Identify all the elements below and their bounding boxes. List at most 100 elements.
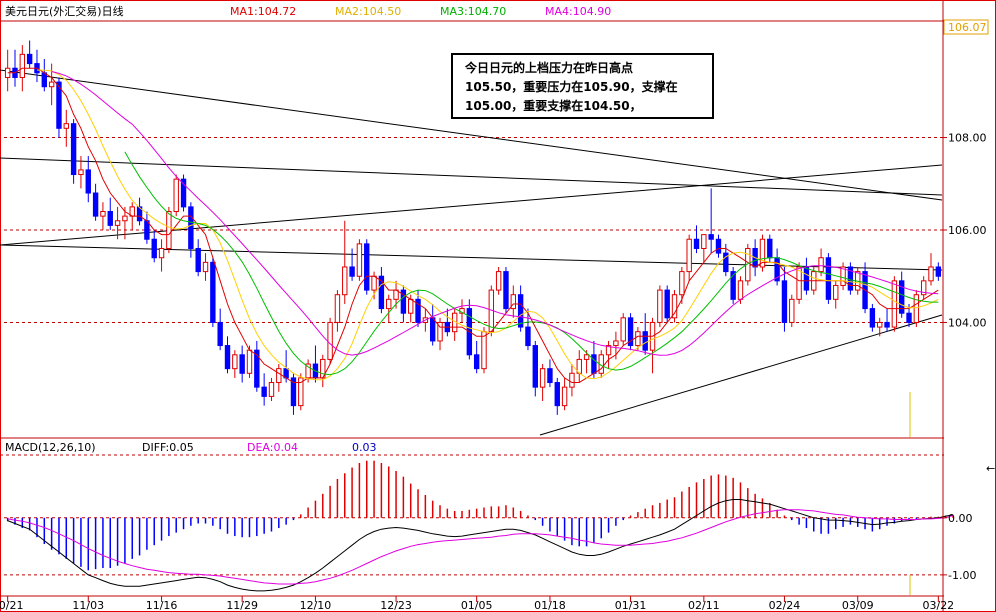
x-tick-label: 01/31 bbox=[615, 599, 647, 612]
trend-line bbox=[539, 314, 943, 436]
candle-body bbox=[642, 331, 648, 351]
y-tick-label: 106.00 bbox=[948, 224, 987, 237]
x-tick-label: 02/11 bbox=[688, 599, 720, 612]
y-tick-label: 104.00 bbox=[948, 316, 987, 329]
macd-value-label: 0.03 bbox=[352, 441, 377, 454]
candle-body bbox=[268, 382, 275, 397]
candle-body bbox=[840, 266, 846, 286]
candle-body bbox=[803, 266, 810, 291]
x-tick-label: 01/05 bbox=[461, 599, 493, 612]
ma1-line bbox=[7, 67, 939, 383]
candle-body bbox=[92, 192, 99, 217]
candle-body bbox=[202, 261, 209, 273]
macd-panel bbox=[6, 460, 954, 592]
candle-body bbox=[63, 123, 69, 129]
candle-body bbox=[737, 280, 744, 300]
dea-line bbox=[7, 509, 954, 585]
candle-body bbox=[591, 354, 597, 374]
x-tick-label: 11/16 bbox=[146, 599, 178, 612]
candle-body bbox=[114, 220, 121, 226]
candle-body bbox=[334, 294, 341, 323]
candle-body bbox=[920, 280, 927, 296]
candle-body bbox=[928, 266, 934, 282]
candle-body bbox=[400, 289, 407, 314]
candle-body bbox=[298, 377, 304, 407]
candle-body bbox=[356, 243, 363, 277]
candle-body bbox=[503, 271, 509, 310]
candle-body bbox=[473, 354, 480, 370]
chart-title: 美元日元(外汇交易)日线 bbox=[5, 4, 124, 18]
candle-body bbox=[158, 247, 165, 259]
candle-body bbox=[85, 169, 91, 194]
ma2-line bbox=[37, 69, 939, 381]
candle-body bbox=[48, 81, 55, 88]
candle-body bbox=[224, 345, 231, 370]
candle-body bbox=[627, 317, 634, 347]
candle-body bbox=[166, 211, 172, 249]
candle-body bbox=[825, 257, 832, 300]
candle-body bbox=[525, 326, 531, 347]
candle-body bbox=[759, 238, 766, 268]
cursor-arrow-icon: ← bbox=[986, 462, 995, 475]
last-price-box bbox=[943, 19, 989, 35]
candle-body bbox=[715, 238, 722, 254]
candle-body bbox=[891, 280, 898, 328]
candle-body bbox=[254, 349, 260, 388]
candle-body bbox=[877, 321, 883, 328]
candle-body bbox=[679, 271, 685, 296]
x-tick-label: 11/03 bbox=[72, 599, 104, 612]
candle-body bbox=[796, 266, 802, 300]
x-tick-label: 10/21 bbox=[0, 599, 24, 612]
candle-body bbox=[767, 238, 773, 259]
candle-body bbox=[671, 294, 678, 319]
candle-body bbox=[378, 275, 385, 310]
candle-body bbox=[708, 234, 714, 240]
candle-body bbox=[78, 169, 84, 176]
candle-body bbox=[100, 211, 106, 217]
candle-body bbox=[935, 266, 942, 277]
candle-body bbox=[56, 81, 62, 129]
last-price-label: 106.07 bbox=[948, 21, 987, 34]
x-tick-label: 03/22 bbox=[922, 599, 954, 612]
dea-label: DEA:0.04 bbox=[247, 441, 298, 454]
candle-body bbox=[19, 53, 26, 78]
candle-body bbox=[495, 271, 502, 291]
macd-title: MACD(12,26,10) bbox=[5, 441, 96, 454]
candle-body bbox=[210, 261, 216, 323]
candle-body bbox=[561, 386, 568, 407]
candle-body bbox=[239, 354, 245, 374]
candle-body bbox=[342, 266, 348, 296]
candle-body bbox=[657, 289, 663, 323]
candle-body bbox=[151, 238, 157, 259]
candle-body bbox=[261, 386, 267, 397]
candle-body bbox=[613, 340, 619, 347]
candle-body bbox=[246, 349, 253, 374]
diff-label: DIFF:0.05 bbox=[142, 441, 194, 454]
macd-y-tick-label: -1.00 bbox=[948, 569, 976, 582]
candle-body bbox=[730, 271, 736, 300]
grid-lines bbox=[4, 137, 942, 576]
candle-body bbox=[371, 275, 377, 291]
candle-body bbox=[364, 243, 370, 291]
chart-labels: 美元日元(外汇交易)日线 MA1:104.72 MA2:104.50 MA3:104.… bbox=[5, 4, 611, 454]
candle-body bbox=[107, 211, 113, 226]
candle-body bbox=[173, 178, 179, 213]
candle-body bbox=[547, 368, 553, 384]
candle-body bbox=[437, 321, 443, 342]
candle-body bbox=[415, 298, 421, 323]
candle-body bbox=[386, 298, 392, 310]
trend-lines bbox=[0, 69, 943, 436]
candle-body bbox=[818, 257, 824, 273]
candle-body bbox=[517, 294, 524, 328]
annotation-line: 105.00，重要支撑在104.50， bbox=[465, 99, 642, 113]
candle-body bbox=[789, 298, 795, 323]
candle-body bbox=[70, 123, 77, 176]
trend-line bbox=[0, 157, 943, 196]
candle-body bbox=[847, 266, 854, 291]
ma2-label: MA2:104.50 bbox=[335, 5, 401, 18]
x-tick-label: 12/10 bbox=[300, 599, 332, 612]
candle-body bbox=[620, 317, 626, 342]
candle-body bbox=[583, 354, 590, 360]
x-tick-label: 02/24 bbox=[769, 599, 801, 612]
